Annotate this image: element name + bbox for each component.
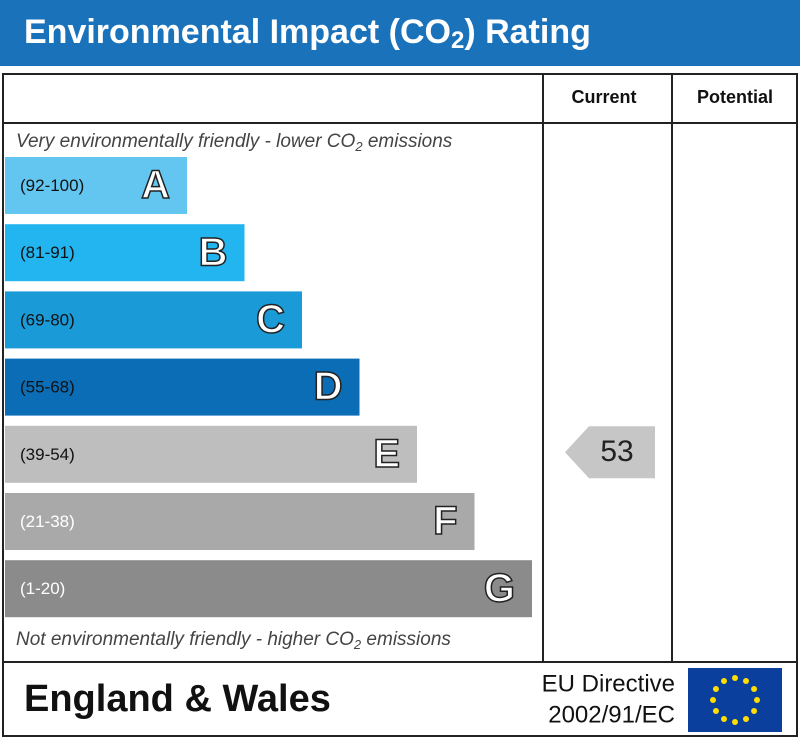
note-text: Very environmentally friendly - lower CO: [16, 131, 356, 152]
note-sub: 2: [354, 139, 363, 154]
star: [743, 677, 749, 684]
band: [5, 224, 245, 282]
band-range: (81-91): [20, 243, 75, 262]
band: [5, 358, 360, 416]
band-letter: F: [433, 499, 457, 543]
star: [732, 719, 738, 725]
star: [712, 686, 719, 692]
band-letter: E: [373, 432, 400, 476]
directive: EU Directive: [542, 670, 675, 697]
frame: [2, 73, 798, 737]
column-header: Current: [571, 87, 636, 107]
title: Environmental Impact (CO2) Rating: [24, 13, 591, 54]
band-range: (21-38): [20, 512, 75, 531]
band-range: (1-20): [20, 579, 65, 598]
star: [712, 708, 719, 714]
bottom-note: Not environmentally friendly - higher CO…: [16, 629, 451, 652]
band: [5, 425, 417, 483]
band-letter: B: [199, 230, 228, 274]
title-sub: 2: [451, 27, 464, 54]
band: [5, 560, 532, 618]
title-bar: [0, 0, 800, 66]
title-text: Environmental Impact (CO: [24, 13, 451, 51]
note-text: emissions: [361, 629, 451, 650]
band-letter: C: [256, 297, 285, 341]
band: [5, 291, 302, 349]
band-letter: D: [314, 365, 343, 409]
note-sub: 2: [353, 637, 362, 652]
note-text: emissions: [363, 131, 453, 152]
directive: 2002/91/EC: [548, 701, 675, 728]
current-value: 53: [600, 435, 633, 468]
current-arrow: [565, 426, 655, 479]
top-note: Very environmentally friendly - lower CO…: [16, 131, 453, 154]
note-text: Not environmentally friendly - higher CO: [16, 629, 354, 650]
band-range: (39-54): [20, 445, 75, 464]
star: [710, 697, 716, 703]
band: [5, 493, 475, 550]
star: [721, 677, 727, 684]
title-text: ) Rating: [464, 13, 591, 51]
star: [754, 697, 760, 703]
eu-stars: [710, 675, 760, 725]
star: [751, 708, 758, 714]
band-range: (69-80): [20, 310, 75, 329]
band-letter: G: [484, 566, 515, 610]
band-letter: A: [141, 163, 170, 207]
column-header: Potential: [697, 87, 773, 107]
star: [743, 716, 749, 723]
star: [721, 716, 727, 723]
region: England & Wales: [24, 678, 331, 720]
band: [5, 157, 187, 214]
band-range: (92-100): [20, 176, 84, 195]
band-range: (55-68): [20, 378, 75, 397]
star: [751, 686, 758, 692]
star: [732, 675, 738, 681]
